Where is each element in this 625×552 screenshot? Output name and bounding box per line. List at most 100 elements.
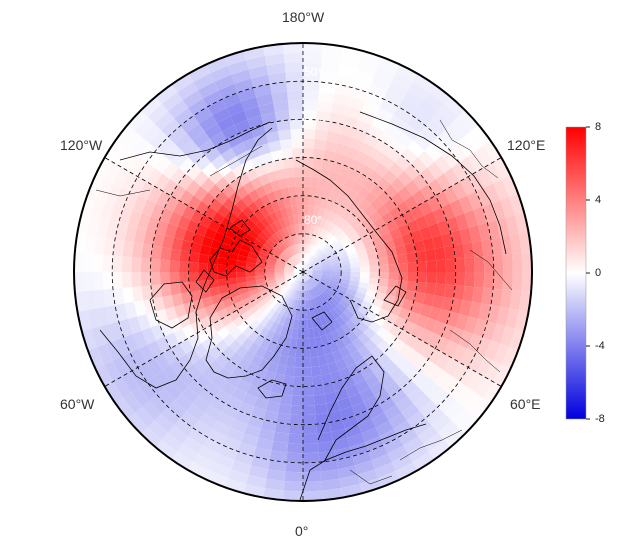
field-cell bbox=[397, 280, 408, 291]
field-cell bbox=[281, 238, 289, 249]
field-cell bbox=[365, 245, 377, 255]
field-cell bbox=[443, 340, 459, 358]
field-cell bbox=[303, 52, 323, 63]
field-cell bbox=[388, 162, 405, 178]
field-cell bbox=[303, 233, 307, 244]
field-cell bbox=[322, 323, 332, 335]
field-cell bbox=[289, 235, 296, 246]
field-cell bbox=[378, 470, 400, 488]
field-cell bbox=[294, 254, 300, 264]
field-cell bbox=[284, 366, 295, 377]
field-cell bbox=[474, 272, 485, 288]
field-cell bbox=[262, 228, 273, 239]
field-cell bbox=[342, 375, 356, 389]
field-cell bbox=[236, 260, 247, 267]
field-cell bbox=[339, 346, 351, 359]
field-cell bbox=[444, 284, 456, 299]
field-cell bbox=[339, 278, 350, 285]
field-cell bbox=[256, 281, 268, 289]
field-cell bbox=[321, 275, 332, 280]
field-cell bbox=[186, 364, 202, 380]
field-cell bbox=[164, 143, 182, 162]
field-cell bbox=[417, 100, 438, 119]
field-cell bbox=[449, 381, 468, 401]
field-cell bbox=[236, 305, 249, 316]
field-cell bbox=[102, 272, 113, 290]
field-cell bbox=[319, 240, 328, 251]
field-cell bbox=[112, 167, 130, 188]
field-cell bbox=[299, 272, 303, 281]
field-cell bbox=[315, 237, 323, 248]
eurasia-arctic-coast bbox=[295, 159, 403, 323]
field-cell bbox=[276, 119, 291, 131]
lat-label-60: 60° bbox=[304, 115, 322, 129]
field-cell bbox=[214, 453, 235, 470]
field-cell bbox=[169, 248, 181, 262]
field-cell bbox=[500, 289, 513, 309]
field-cell bbox=[269, 250, 280, 258]
field-cell bbox=[329, 341, 340, 353]
field-cell bbox=[322, 382, 336, 395]
field-cell bbox=[385, 146, 402, 163]
field-cell bbox=[250, 124, 266, 138]
field-cell bbox=[317, 253, 327, 262]
field-cell bbox=[291, 205, 298, 216]
field-cell bbox=[335, 143, 349, 156]
field-cell bbox=[412, 418, 432, 437]
field-cell bbox=[301, 281, 303, 292]
field-cell bbox=[278, 315, 287, 326]
field-cell bbox=[339, 312, 351, 324]
field-cell bbox=[268, 391, 282, 404]
field-cell bbox=[431, 413, 452, 433]
field-cell bbox=[289, 337, 298, 348]
field-cell bbox=[391, 453, 413, 471]
field-cell bbox=[319, 257, 329, 264]
field-cell bbox=[264, 214, 275, 226]
field-cell bbox=[192, 131, 210, 148]
field-cell bbox=[371, 412, 389, 428]
field-cell bbox=[303, 424, 318, 435]
field-cell bbox=[318, 91, 335, 103]
field-cell bbox=[410, 205, 425, 220]
field-cell bbox=[428, 223, 442, 238]
field-cell bbox=[326, 311, 336, 322]
field-cell bbox=[121, 272, 132, 288]
field-cell bbox=[249, 319, 261, 331]
field-cell bbox=[336, 74, 355, 88]
field-cell bbox=[278, 218, 287, 229]
field-cell bbox=[389, 206, 403, 220]
field-cell bbox=[127, 413, 148, 434]
field-cell bbox=[84, 233, 97, 254]
field-cell bbox=[217, 278, 228, 287]
field-cell bbox=[308, 299, 313, 310]
field-cell bbox=[329, 279, 340, 286]
field-cell bbox=[140, 272, 151, 287]
field-cell bbox=[349, 300, 361, 311]
field-cell bbox=[308, 256, 316, 265]
field-cell bbox=[255, 185, 267, 198]
field-cell bbox=[347, 252, 359, 260]
field-cell bbox=[519, 291, 532, 312]
field-cell bbox=[266, 341, 277, 353]
latitude-circle bbox=[149, 118, 457, 426]
field-cell bbox=[441, 203, 456, 220]
field-cell bbox=[154, 370, 172, 389]
field-cell bbox=[162, 235, 174, 249]
field-cell bbox=[303, 281, 305, 292]
field-cell bbox=[245, 233, 257, 244]
field-cell bbox=[303, 268, 313, 272]
field-cell bbox=[327, 121, 343, 134]
field-cell bbox=[311, 318, 318, 329]
field-cell bbox=[124, 301, 138, 319]
field-cell bbox=[371, 453, 392, 470]
field-cell bbox=[455, 257, 466, 272]
field-cell bbox=[141, 285, 153, 301]
field-cell bbox=[368, 321, 382, 334]
field-cell bbox=[374, 462, 396, 479]
field-cell bbox=[138, 344, 155, 363]
field-cell bbox=[236, 228, 249, 239]
field-cell bbox=[321, 373, 333, 385]
field-cell bbox=[304, 243, 308, 254]
field-cell bbox=[509, 193, 525, 216]
